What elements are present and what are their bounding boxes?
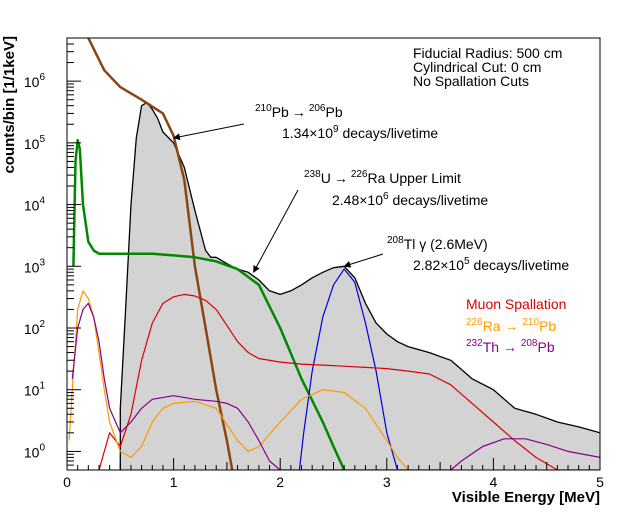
y-tick-label: 101	[24, 381, 46, 399]
y-tick-label: 105	[24, 134, 46, 152]
legend: Muon Spallation 226Ra → 210Pb 232Th → 20…	[466, 296, 566, 355]
annotation-u238-label: 238U → 226Ra Upper Limit	[304, 169, 461, 186]
info-line-2: Cylindrical Cut: 0 cm	[413, 59, 541, 75]
info-line-1: Fiducial Radius: 500 cm	[413, 45, 562, 61]
x-tick-label: 4	[490, 474, 498, 490]
legend-th232: 232Th → 208Pb	[466, 338, 555, 355]
y-tick-label: 100	[24, 442, 46, 460]
annotation-tl208: 208Tl γ (2.6MeV) 2.82×105 decays/livetim…	[387, 235, 569, 273]
series-u238-line	[72, 139, 346, 470]
series-th232-line	[71, 302, 600, 470]
annotation-pb210-label: 210Pb → 206Pb	[255, 103, 343, 120]
info-box: Fiducial Radius: 500 cm Cylindrical Cut:…	[413, 45, 562, 89]
y-tick-label: 104	[24, 196, 46, 214]
x-tick-label: 2	[276, 474, 284, 490]
annotation-u238: 238U → 226Ra Upper Limit 2.48×106 decays/l…	[304, 169, 488, 208]
legend-ra226: 226Ra → 210Pb	[466, 317, 556, 334]
legend-spallation: Muon Spallation	[466, 296, 566, 312]
chart-curves	[68, 38, 600, 470]
x-tick-label: 5	[596, 474, 604, 490]
annotation-tl208-label: 208Tl γ (2.6MeV)	[387, 235, 488, 252]
arrow-u238	[253, 189, 299, 273]
y-tick-label: 106	[24, 72, 46, 90]
series-total-line	[119, 101, 600, 470]
annotation-arrows	[172, 123, 384, 273]
arrow-pb210	[172, 123, 245, 141]
series-tl208-line	[298, 268, 399, 470]
y-tick-label: 103	[24, 257, 46, 275]
x-tick-label: 3	[383, 474, 391, 490]
series-ra226-line	[68, 290, 409, 470]
annotation-pb210: 210Pb → 206Pb 1.34×109 decays/livetime	[255, 103, 438, 141]
series-total-fill	[120, 102, 600, 470]
x-axis-title: Visible Energy [MeV]	[452, 489, 600, 506]
x-tick-label: 1	[170, 474, 178, 490]
annotation-tl208-rate: 2.82×105 decays/livetime	[413, 256, 569, 273]
arrow-tl208	[343, 253, 384, 268]
info-line-3: No Spallation Cuts	[413, 73, 529, 89]
y-tick-label: 102	[24, 319, 46, 337]
series-pb210-line	[87, 38, 234, 470]
x-tick-label: 0	[63, 474, 71, 490]
annotation-pb210-rate: 1.34×109 decays/livetime	[282, 124, 438, 141]
chart-axes: 0 1 2 3 4 5 100 101 102 103 104 105 106	[24, 37, 604, 490]
y-axis-title: counts/bin [1/1keV]	[1, 36, 18, 174]
series-spallation-line	[98, 293, 600, 470]
annotation-u238-rate: 2.48×106 decays/livetime	[332, 191, 488, 208]
